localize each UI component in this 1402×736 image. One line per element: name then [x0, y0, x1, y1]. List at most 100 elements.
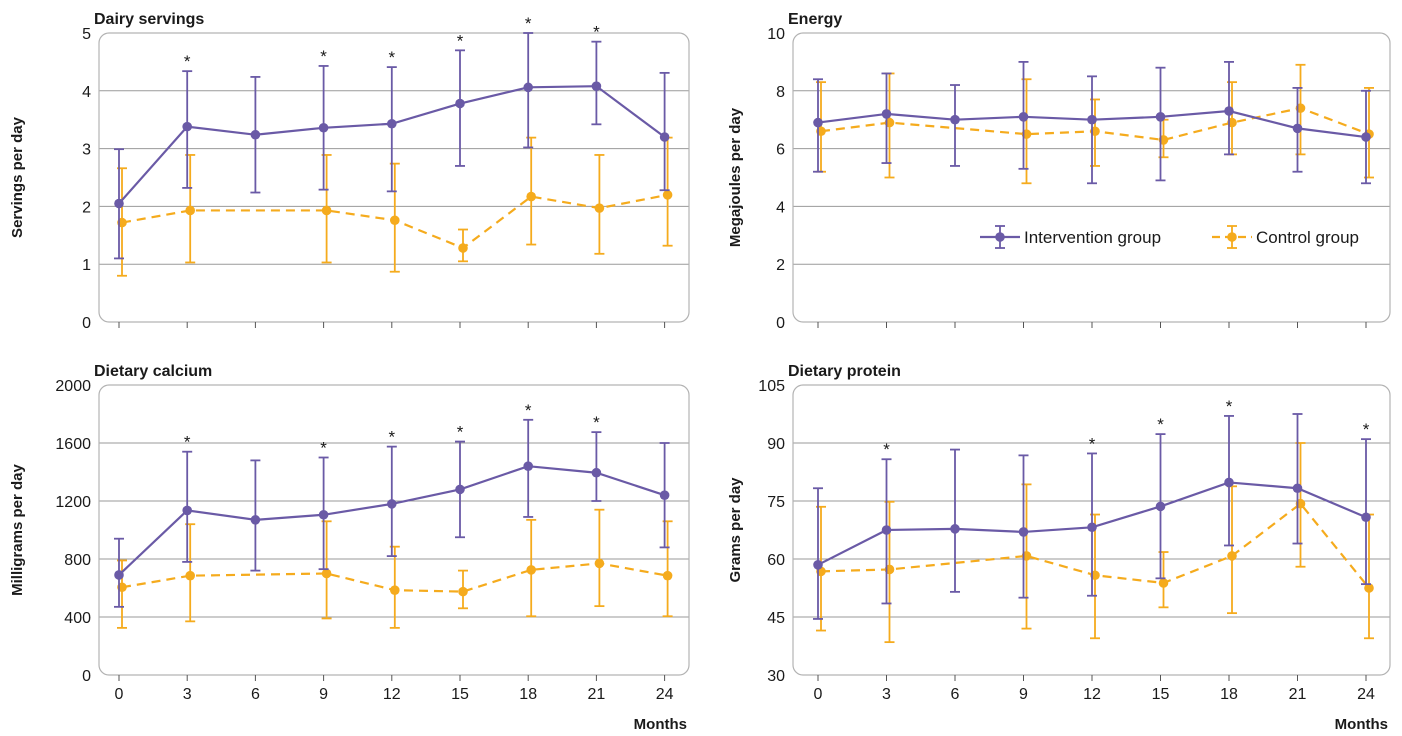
data-point: [659, 132, 670, 142]
plot-frame: [98, 384, 690, 676]
y-axis-label: Milligrams per day: [9, 463, 26, 595]
legend: Intervention group Control group: [980, 225, 1359, 249]
series-line: [820, 502, 1370, 589]
data-point: [662, 570, 673, 581]
data-point: [458, 243, 468, 253]
x-tick-label: 24: [1357, 686, 1375, 703]
data-point: [318, 122, 329, 133]
y-tick-label: 5: [82, 26, 91, 43]
data-point: [1292, 123, 1303, 134]
significance-marker: *: [457, 423, 464, 442]
series-intervention: [813, 413, 1371, 620]
significance-marker: *: [1157, 415, 1164, 434]
data-point: [182, 505, 192, 516]
significance-marker: *: [593, 413, 600, 432]
series-control: [816, 63, 1374, 185]
series-intervention: [114, 418, 670, 608]
y-axis-label: Megajoules per day: [727, 107, 744, 247]
x-tick-label: 6: [251, 686, 260, 703]
y-tick-label: 45: [767, 610, 785, 627]
series-line: [121, 562, 668, 593]
x-tick-label: 24: [656, 686, 674, 703]
data-point: [591, 467, 602, 478]
data-point: [1227, 551, 1237, 561]
data-point: [114, 198, 124, 209]
data-point: [387, 499, 397, 509]
x-tick-label: 0: [814, 686, 823, 703]
data-point: [1361, 512, 1371, 523]
significance-marker: *: [388, 428, 395, 447]
x-tick-label: 12: [1083, 686, 1101, 703]
significance-marker: *: [320, 47, 327, 66]
significance-marker: *: [525, 401, 532, 420]
significance-marker: *: [388, 48, 395, 67]
y-tick-label: 6: [776, 142, 785, 159]
x-tick-label: 9: [319, 686, 328, 703]
y-tick-label: 0: [82, 668, 91, 685]
data-point: [1087, 114, 1097, 125]
x-tick-label: 12: [383, 686, 401, 703]
data-point: [182, 121, 192, 132]
data-point: [1155, 112, 1166, 122]
data-point: [1155, 501, 1166, 512]
data-point: [662, 190, 673, 200]
data-point: [250, 515, 261, 525]
y-tick-label: 400: [64, 610, 91, 627]
y-tick-label: 30: [767, 668, 785, 685]
data-point: [1018, 112, 1029, 122]
y-tick-label: 0: [776, 315, 785, 332]
legend-swatch-point: [1227, 232, 1237, 242]
series-control: [816, 442, 1374, 644]
significance-marker: *: [1089, 434, 1096, 453]
legend-item-intervention: Intervention group: [980, 225, 1161, 249]
y-axis-label: Servings per day: [9, 116, 26, 238]
x-axis-label: Months: [1335, 716, 1388, 731]
data-point: [1018, 527, 1029, 537]
y-axis-label: Grams per day: [727, 477, 744, 583]
data-point: [950, 524, 960, 534]
y-tick-label: 90: [767, 436, 785, 453]
data-point: [813, 560, 823, 570]
x-tick-label: 9: [1019, 686, 1028, 703]
data-point: [526, 565, 536, 575]
data-point: [250, 129, 261, 140]
y-tick-label: 1: [82, 257, 91, 274]
data-point: [591, 81, 602, 91]
data-point: [321, 568, 332, 579]
data-point: [318, 509, 329, 520]
data-point: [526, 191, 536, 202]
significance-marker: *: [184, 433, 191, 452]
x-tick-label: 3: [183, 686, 192, 703]
data-point: [321, 205, 332, 216]
data-point: [881, 525, 892, 535]
x-tick-label: 18: [519, 686, 537, 703]
data-point: [390, 585, 400, 595]
y-tick-label: 2: [82, 199, 91, 216]
series-intervention: [114, 32, 670, 260]
y-tick-label: 2: [776, 257, 785, 274]
x-axis-label: Months: [634, 716, 687, 731]
y-tick-label: 4: [776, 199, 785, 216]
legend-item-control: Control group: [1212, 225, 1359, 249]
x-tick-label: 21: [588, 686, 606, 703]
y-tick-label: 2000: [55, 378, 91, 395]
plot-frame: [98, 32, 690, 323]
legend-label: Control group: [1256, 228, 1359, 247]
data-point: [1224, 477, 1234, 488]
data-point: [950, 114, 960, 125]
significance-marker: *: [184, 52, 191, 71]
y-tick-label: 4: [82, 84, 91, 101]
y-tick-label: 75: [767, 494, 785, 511]
data-point: [1087, 522, 1097, 533]
data-point: [185, 570, 195, 581]
data-point: [523, 461, 533, 472]
data-point: [185, 205, 195, 216]
significance-marker: *: [525, 14, 532, 33]
y-tick-label: 1600: [55, 436, 91, 453]
significance-marker: *: [1363, 420, 1370, 439]
legend-swatch-point: [995, 232, 1005, 242]
panel-title: Energy: [788, 11, 842, 28]
